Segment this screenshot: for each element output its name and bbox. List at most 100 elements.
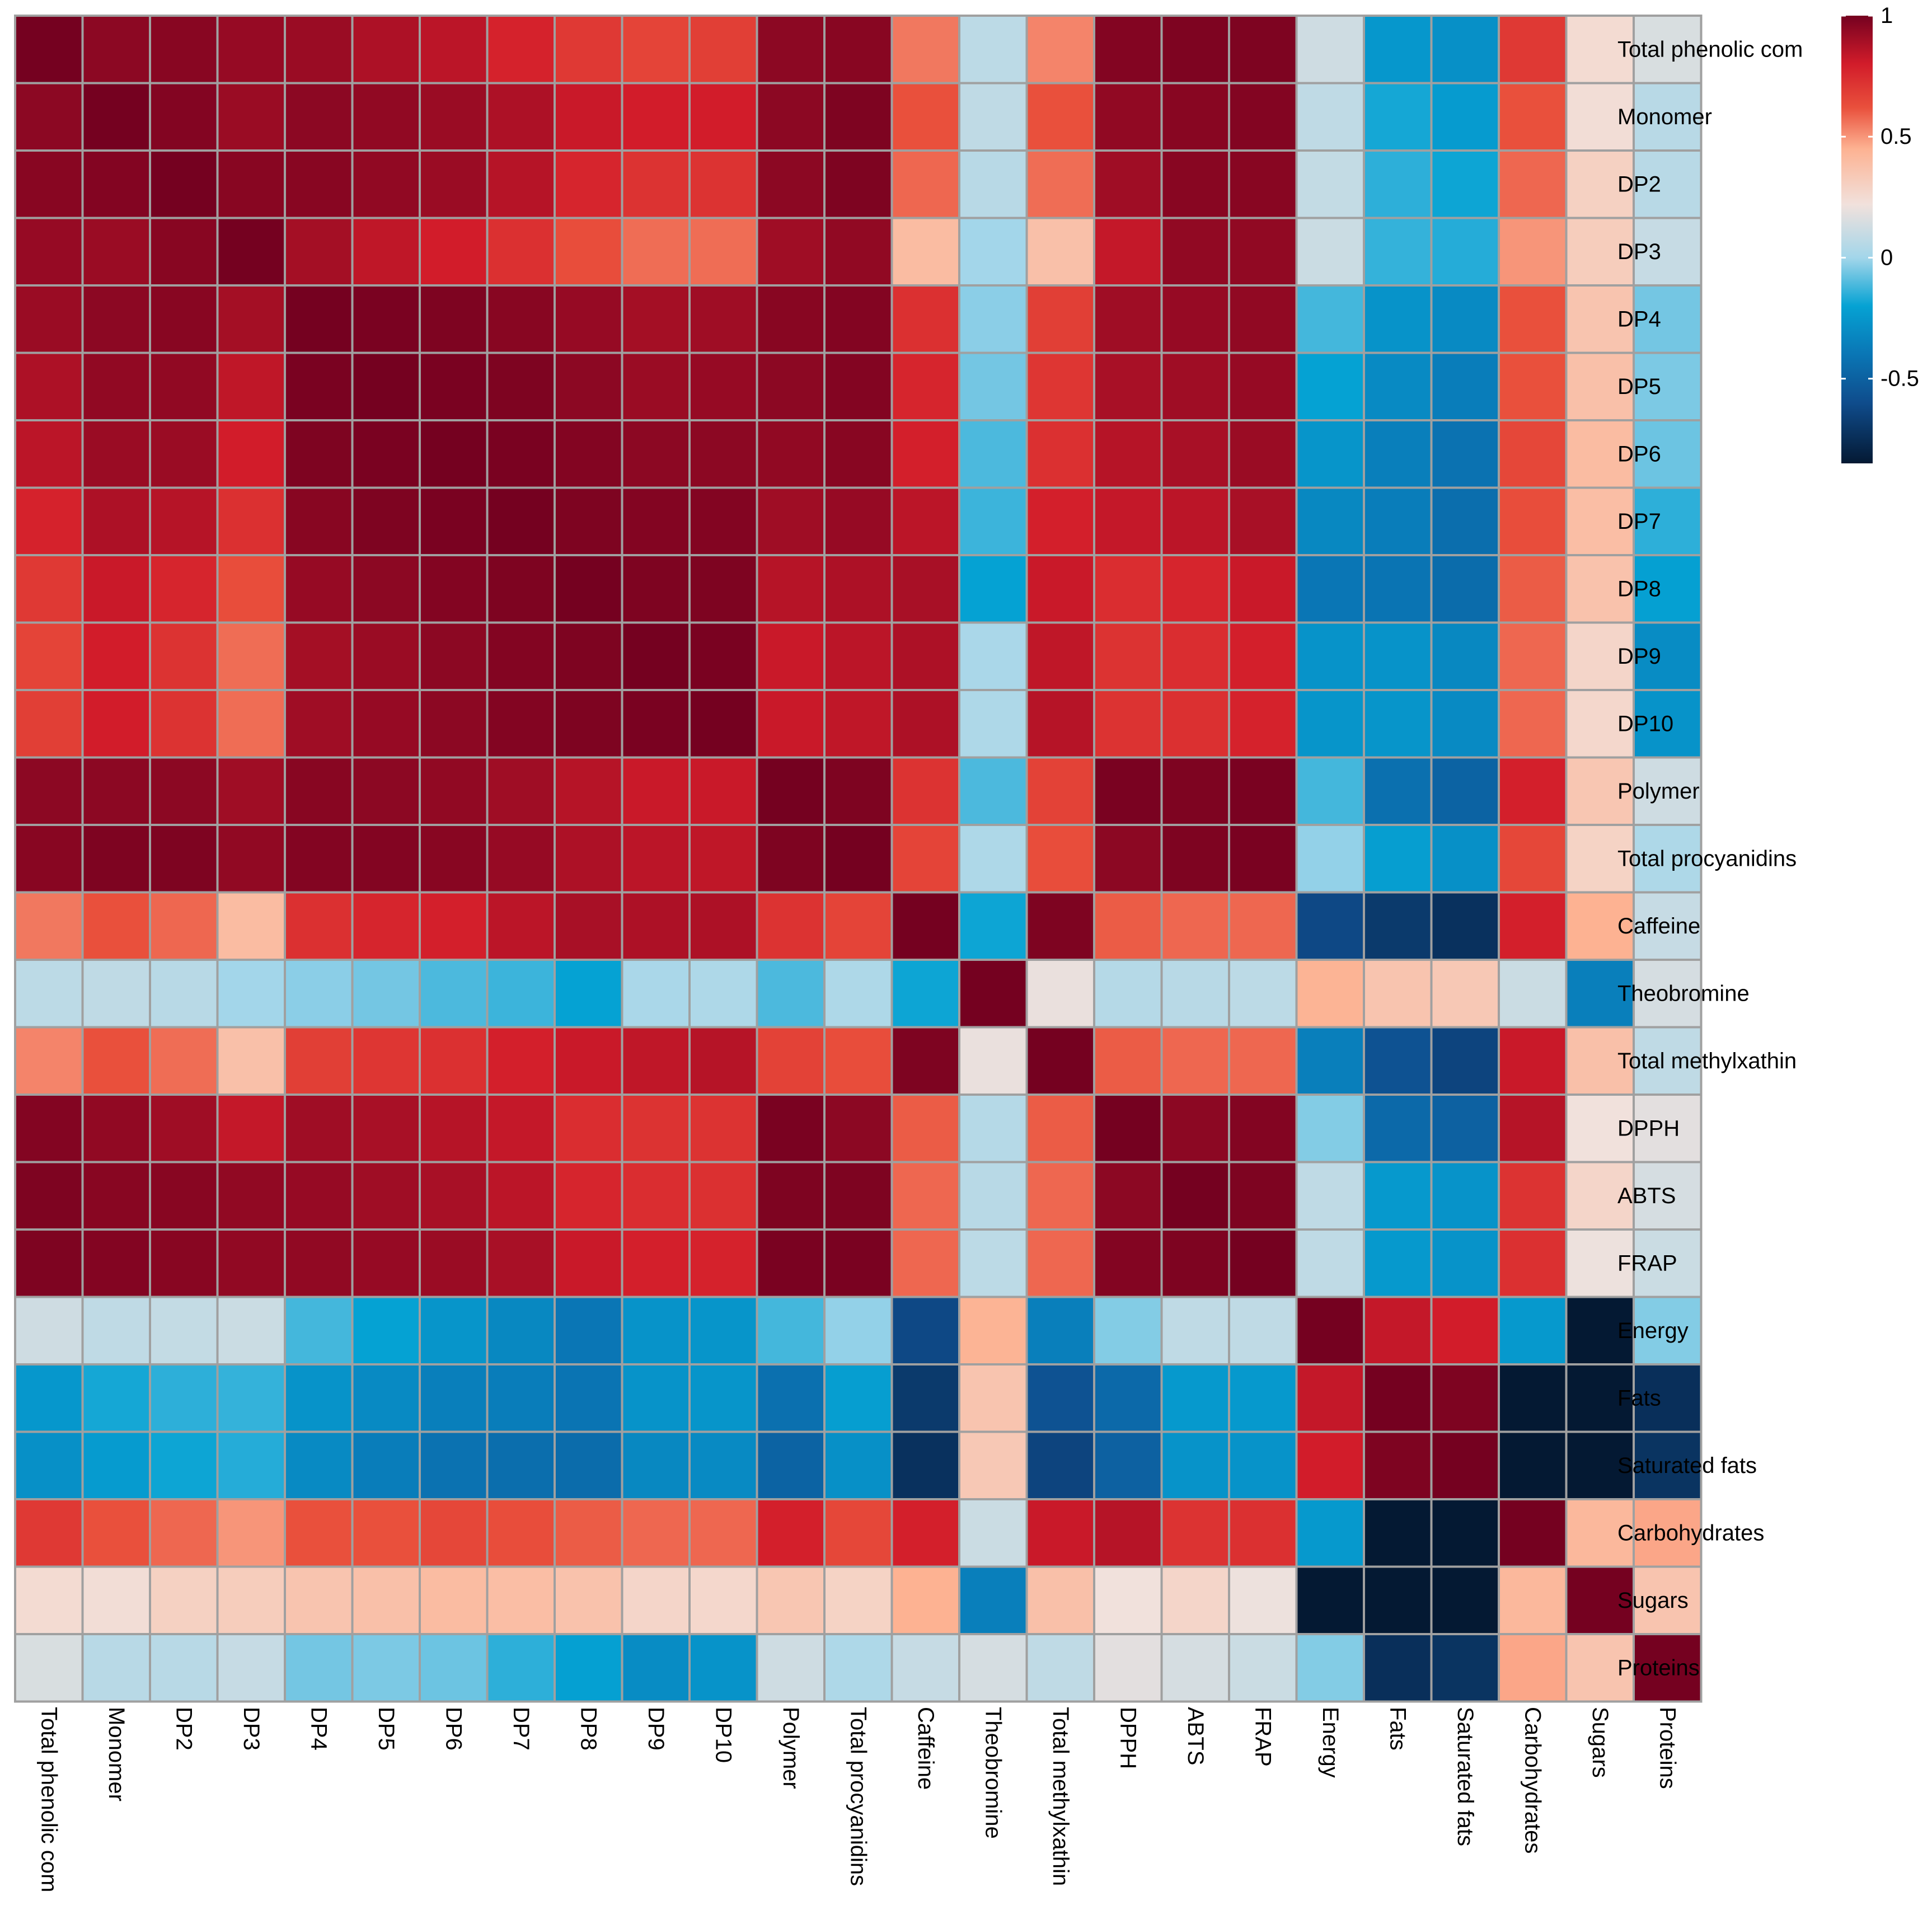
heatmap-cell	[823, 1026, 893, 1096]
heatmap-cell	[890, 149, 960, 219]
heatmap-cell	[554, 351, 623, 421]
heatmap-cell	[958, 1363, 1028, 1433]
row-label: Carbohydrates	[1617, 1521, 1764, 1545]
column-label: Total phenolic com	[36, 1707, 61, 1892]
heatmap-cell	[351, 1498, 421, 1568]
column-label: DP5	[374, 1707, 398, 1751]
heatmap-cell	[81, 689, 151, 759]
heatmap-cell	[1295, 891, 1365, 961]
heatmap-cell	[14, 419, 84, 489]
heatmap-cell	[284, 1633, 354, 1703]
heatmap-cell	[486, 1094, 556, 1163]
heatmap-cell	[1093, 824, 1163, 894]
column-label: Fats	[1385, 1707, 1410, 1751]
heatmap-cell	[1160, 1363, 1230, 1433]
column-label: DP4	[306, 1707, 331, 1751]
heatmap-cell	[1363, 621, 1433, 691]
heatmap-cell	[554, 1633, 623, 1703]
heatmap-cell	[351, 419, 421, 489]
heatmap-cell	[890, 824, 960, 894]
heatmap-cell	[486, 1228, 556, 1298]
heatmap-cell	[81, 1228, 151, 1298]
heatmap-cell	[1160, 621, 1230, 691]
heatmap-cell	[284, 756, 354, 826]
heatmap-cell	[1295, 1430, 1365, 1500]
heatmap-cell	[554, 824, 623, 894]
heatmap-cell	[1565, 959, 1635, 1029]
heatmap-cell	[14, 824, 84, 894]
heatmap-cell	[81, 756, 151, 826]
heatmap-cell	[284, 82, 354, 152]
heatmap-cell	[1093, 351, 1163, 421]
heatmap-cell	[621, 891, 691, 961]
heatmap-cell	[1363, 351, 1433, 421]
row-label: DPPH	[1617, 1116, 1680, 1141]
heatmap-cell	[890, 217, 960, 287]
heatmap-cell	[419, 486, 489, 556]
column-labels: Total phenolic com Monomer DP2 DP3 DP4 DP5 DP6…	[36, 1707, 1680, 1892]
heatmap-cell	[351, 756, 421, 826]
heatmap-cell	[1228, 1565, 1298, 1635]
heatmap-cell	[554, 554, 623, 624]
heatmap-cell	[1160, 82, 1230, 152]
heatmap-cell	[554, 82, 623, 152]
heatmap-cell	[554, 284, 623, 354]
heatmap-cell	[1363, 1363, 1433, 1433]
heatmap-cell	[1228, 1228, 1298, 1298]
heatmap-cell	[1228, 1296, 1298, 1365]
heatmap-cell	[351, 959, 421, 1029]
row-label: Total phenolic com	[1617, 37, 1803, 62]
heatmap-cell	[1498, 486, 1568, 556]
heatmap-cell	[756, 149, 826, 219]
heatmap-cell	[486, 1565, 556, 1635]
heatmap-cell	[890, 351, 960, 421]
heatmap-cell	[688, 1094, 758, 1163]
heatmap-cell	[81, 82, 151, 152]
heatmap-cell	[1093, 1363, 1163, 1433]
heatmap-cell	[823, 1633, 893, 1703]
heatmap-cell	[1228, 689, 1298, 759]
heatmap-cell	[216, 621, 286, 691]
heatmap-cell	[958, 1565, 1028, 1635]
heatmap-cell	[1498, 217, 1568, 287]
heatmap-cell	[1228, 149, 1298, 219]
heatmap-cell	[1295, 756, 1365, 826]
heatmap-cell	[1025, 1430, 1095, 1500]
heatmap-cell	[756, 1633, 826, 1703]
heatmap-cell	[756, 1161, 826, 1231]
heatmap-cell	[1498, 15, 1568, 85]
heatmap-cell	[554, 891, 623, 961]
heatmap-cell	[1498, 1498, 1568, 1568]
heatmap-cell	[149, 351, 219, 421]
heatmap-cell	[486, 217, 556, 287]
heatmap-cell	[1565, 1498, 1635, 1568]
heatmap-cell	[351, 82, 421, 152]
heatmap-cell	[1025, 149, 1095, 219]
heatmap-cell	[554, 1296, 623, 1365]
heatmap-cell	[284, 217, 354, 287]
column-label: Saturated fats	[1453, 1707, 1478, 1846]
heatmap-cell	[486, 1430, 556, 1500]
heatmap-cell	[1363, 217, 1433, 287]
heatmap-cell	[351, 824, 421, 894]
heatmap-cell	[621, 1430, 691, 1500]
heatmap-cell	[1498, 1094, 1568, 1163]
heatmap-cell	[1160, 1430, 1230, 1500]
heatmap-cell	[14, 554, 84, 624]
heatmap-cell	[216, 824, 286, 894]
heatmap-cell	[621, 284, 691, 354]
heatmap-cell	[149, 891, 219, 961]
heatmap-cell	[1025, 82, 1095, 152]
row-label: DP3	[1617, 240, 1661, 264]
heatmap-cell	[81, 891, 151, 961]
heatmap-cell	[1633, 621, 1703, 691]
heatmap-cell	[688, 1026, 758, 1096]
heatmap-cell	[1295, 1296, 1365, 1365]
heatmap-cell	[284, 1228, 354, 1298]
heatmap-cell	[486, 149, 556, 219]
heatmap-cell	[958, 15, 1028, 85]
heatmap-cell	[14, 1026, 84, 1096]
heatmap-cell	[890, 689, 960, 759]
heatmap-cell	[486, 351, 556, 421]
heatmap-cell	[621, 149, 691, 219]
